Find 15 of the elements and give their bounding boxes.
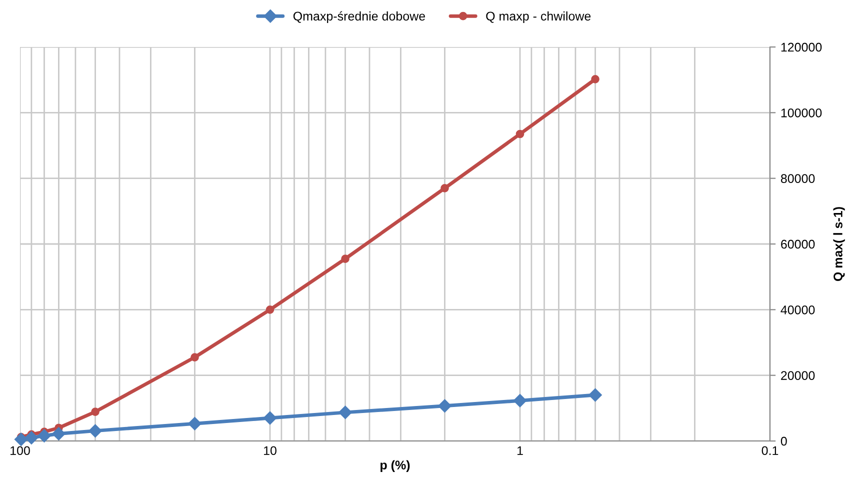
y-tick-label: 80000 — [780, 174, 815, 183]
y-tick-label: 100000 — [781, 108, 822, 118]
x-tick-label: 100 — [10, 446, 30, 456]
x-tick-label: 10 — [264, 446, 276, 456]
y-tick-label: 40000 — [780, 305, 815, 314]
legend-label: Q maxp - chwilowe — [486, 11, 591, 24]
y-tick-label: 60000 — [781, 240, 815, 249]
y-tick-label: 0 — [780, 436, 787, 446]
x-tick-label: 1 — [517, 446, 523, 455]
x-tick-label: 0.1 — [762, 446, 778, 456]
y-tick-label: 20000 — [781, 371, 815, 380]
legend-label: Qmaxp-średnie dobowe — [293, 11, 426, 24]
x-axis-title: p (%) — [380, 460, 410, 472]
y-axis-title: Q max( l s-1) — [833, 207, 845, 281]
y-tick-label: 120000 — [781, 42, 822, 52]
